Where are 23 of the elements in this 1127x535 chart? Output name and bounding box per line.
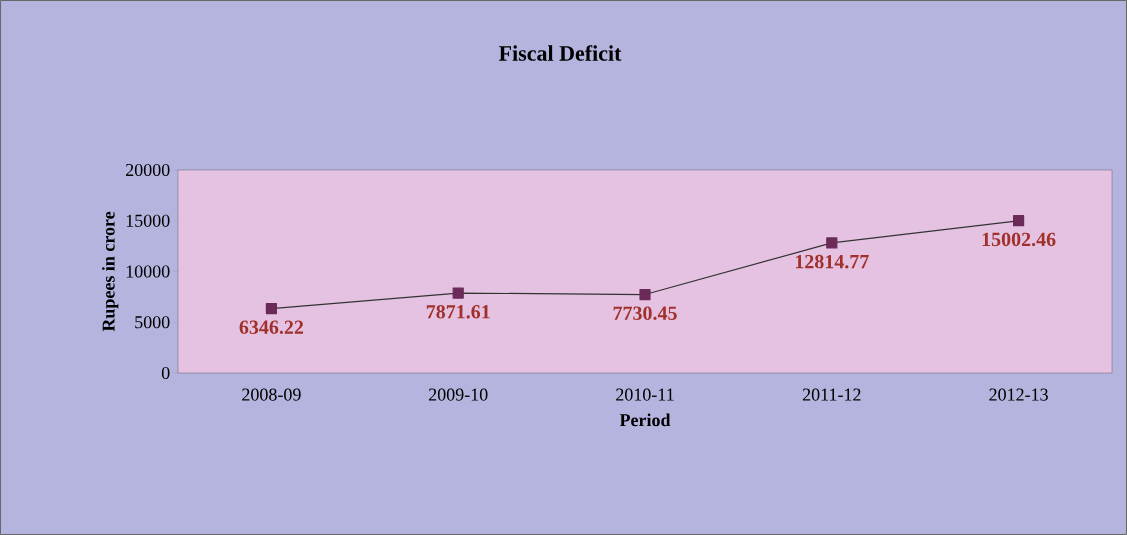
data-label: 15002.46: [982, 232, 1056, 247]
point: [639, 288, 651, 301]
y-tick-label: 20000: [126, 163, 170, 177]
point: [1013, 215, 1025, 227]
y-tick-label: 15000: [126, 214, 170, 227]
x-axis-title: Period: [619, 413, 671, 427]
point: [265, 302, 278, 315]
y-tick-label: 10000: [126, 265, 170, 278]
chart-title: Fiscal Deficit: [498, 45, 622, 61]
x-tick-label: 2008-09: [242, 388, 301, 401]
data-label: 12814.77: [795, 254, 869, 269]
data-label: 7871.61: [426, 305, 490, 319]
data-label: 7730.45: [613, 306, 677, 321]
point: [826, 237, 838, 249]
y-axis-title: Rupees in crore: [102, 211, 119, 332]
x-tick-label: 2010-11: [616, 388, 674, 401]
data-label: 6346.22: [239, 320, 304, 335]
x-tick-label: 2011-12: [802, 388, 861, 401]
x-tick-label: 2012-13: [989, 388, 1048, 401]
y-tick-label: 0: [161, 366, 170, 380]
x-tick-label: 2009-10: [429, 388, 488, 401]
y-tick-label: 5000: [135, 316, 170, 329]
point: [452, 287, 464, 299]
